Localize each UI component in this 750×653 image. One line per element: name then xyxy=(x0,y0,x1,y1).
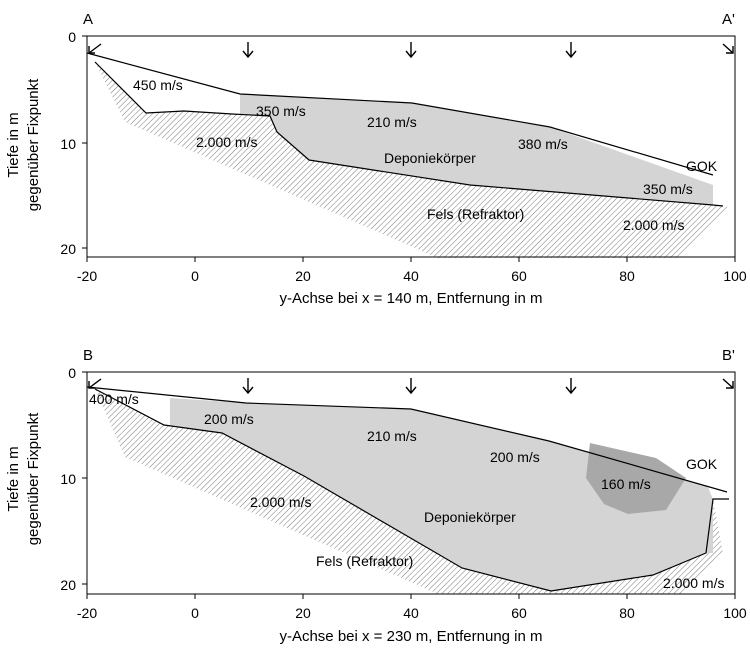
x-tick-label: 20 xyxy=(295,268,311,284)
y-axis-title-line1: Tiefe in m xyxy=(5,446,22,511)
x-tick-label: 60 xyxy=(511,605,527,621)
y-tick-label: 20 xyxy=(60,241,76,257)
y-tick-label: 0 xyxy=(68,29,76,45)
velocity-label: 350 m/s xyxy=(256,103,306,119)
shot-arrow-icon xyxy=(565,42,577,59)
x-tick-label: -20 xyxy=(77,268,97,284)
velocity-label: 2.000 m/s xyxy=(623,217,684,233)
velocity-label: 2.000 m/s xyxy=(196,134,257,150)
shot-arrow-icon xyxy=(722,43,734,54)
velocity-label: 2.000 m/s xyxy=(250,494,311,510)
velocity-label: 450 m/s xyxy=(133,77,183,93)
landfill-body-area xyxy=(170,398,713,591)
x-tick-label: 0 xyxy=(191,605,199,621)
y-axis-title-line2: gegenüber Fixpunkt xyxy=(25,412,42,545)
rock-label: Fels (Refraktor) xyxy=(427,206,524,222)
x-tick-label: 20 xyxy=(295,605,311,621)
ground-surface-line xyxy=(86,386,728,493)
shot-arrow-icon xyxy=(722,378,734,389)
rock-label: Fels (Refraktor) xyxy=(316,553,413,569)
refractor-line xyxy=(94,61,724,207)
y-tick-label: 10 xyxy=(60,471,76,487)
y-axis-title-line1: Tiefe in m xyxy=(5,112,22,177)
y-ticks xyxy=(82,371,87,585)
shot-arrow-icon xyxy=(405,42,417,59)
shot-point-arrows xyxy=(88,378,734,395)
refractor-line xyxy=(94,388,729,592)
x-tick-label: 40 xyxy=(403,268,419,284)
landfill-body-label: Deponiekörper xyxy=(424,509,516,525)
velocity-label: 200 m/s xyxy=(204,411,254,427)
x-tick-label: 60 xyxy=(511,268,527,284)
velocity-label: 210 m/s xyxy=(367,114,417,130)
velocity-label: 2.000 m/s xyxy=(663,575,724,591)
profile-end-label: A' xyxy=(722,11,735,28)
x-ticks xyxy=(86,257,736,262)
x-tick-label: 100 xyxy=(723,268,747,284)
x-axis-title: y-Achse bei x = 230 m, Entfernung in m xyxy=(279,628,542,645)
x-tick-label: 0 xyxy=(191,268,199,284)
shot-arrow-icon xyxy=(242,378,254,395)
shot-arrow-icon xyxy=(88,378,102,389)
y-tick-label: 10 xyxy=(60,136,76,152)
x-tick-label: 40 xyxy=(403,605,419,621)
shot-point-arrows xyxy=(88,42,734,59)
shot-arrow-icon xyxy=(405,378,417,395)
profile-panel-a: Tiefe in m gegenüber Fixpunkt -20 0 20 4… xyxy=(5,11,747,307)
velocity-label: 400 m/s xyxy=(89,391,139,407)
shot-arrow-icon xyxy=(242,42,254,59)
profile-start-label: A xyxy=(83,11,93,28)
ground-surface-label: GOK xyxy=(686,456,718,472)
x-ticks xyxy=(86,594,736,599)
rock-refractor-area xyxy=(95,62,729,258)
velocity-label: 160 m/s xyxy=(601,476,651,492)
y-tick-label: 20 xyxy=(60,577,76,593)
rock-refractor-area xyxy=(95,389,723,594)
shot-arrow-icon xyxy=(565,378,577,395)
profile-panel-b: Tiefe in m gegenüber Fixpunkt -20 0 20 4… xyxy=(5,347,747,645)
x-tick-label: 80 xyxy=(619,268,635,284)
velocity-label: 210 m/s xyxy=(367,428,417,444)
x-tick-label: 100 xyxy=(723,605,747,621)
y-axis-title-line2: gegenüber Fixpunkt xyxy=(25,78,42,211)
velocity-label: 350 m/s xyxy=(643,181,693,197)
velocity-label: 200 m/s xyxy=(490,449,540,465)
x-tick-label: 80 xyxy=(619,605,635,621)
shot-arrow-icon xyxy=(88,43,102,54)
landfill-body-area xyxy=(240,94,713,205)
landfill-body-label: Deponiekörper xyxy=(384,150,476,166)
y-ticks xyxy=(82,35,87,249)
ground-surface-label: GOK xyxy=(686,158,718,174)
velocity-label: 380 m/s xyxy=(518,136,568,152)
y-tick-label: 0 xyxy=(68,365,76,381)
x-axis-title: y-Achse bei x = 140 m, Entfernung in m xyxy=(279,290,542,307)
profile-end-label: B' xyxy=(722,347,735,364)
ground-surface-line xyxy=(86,52,714,176)
low-velocity-lens xyxy=(586,443,686,514)
x-tick-label: -20 xyxy=(77,605,97,621)
profile-start-label: B xyxy=(83,347,93,364)
